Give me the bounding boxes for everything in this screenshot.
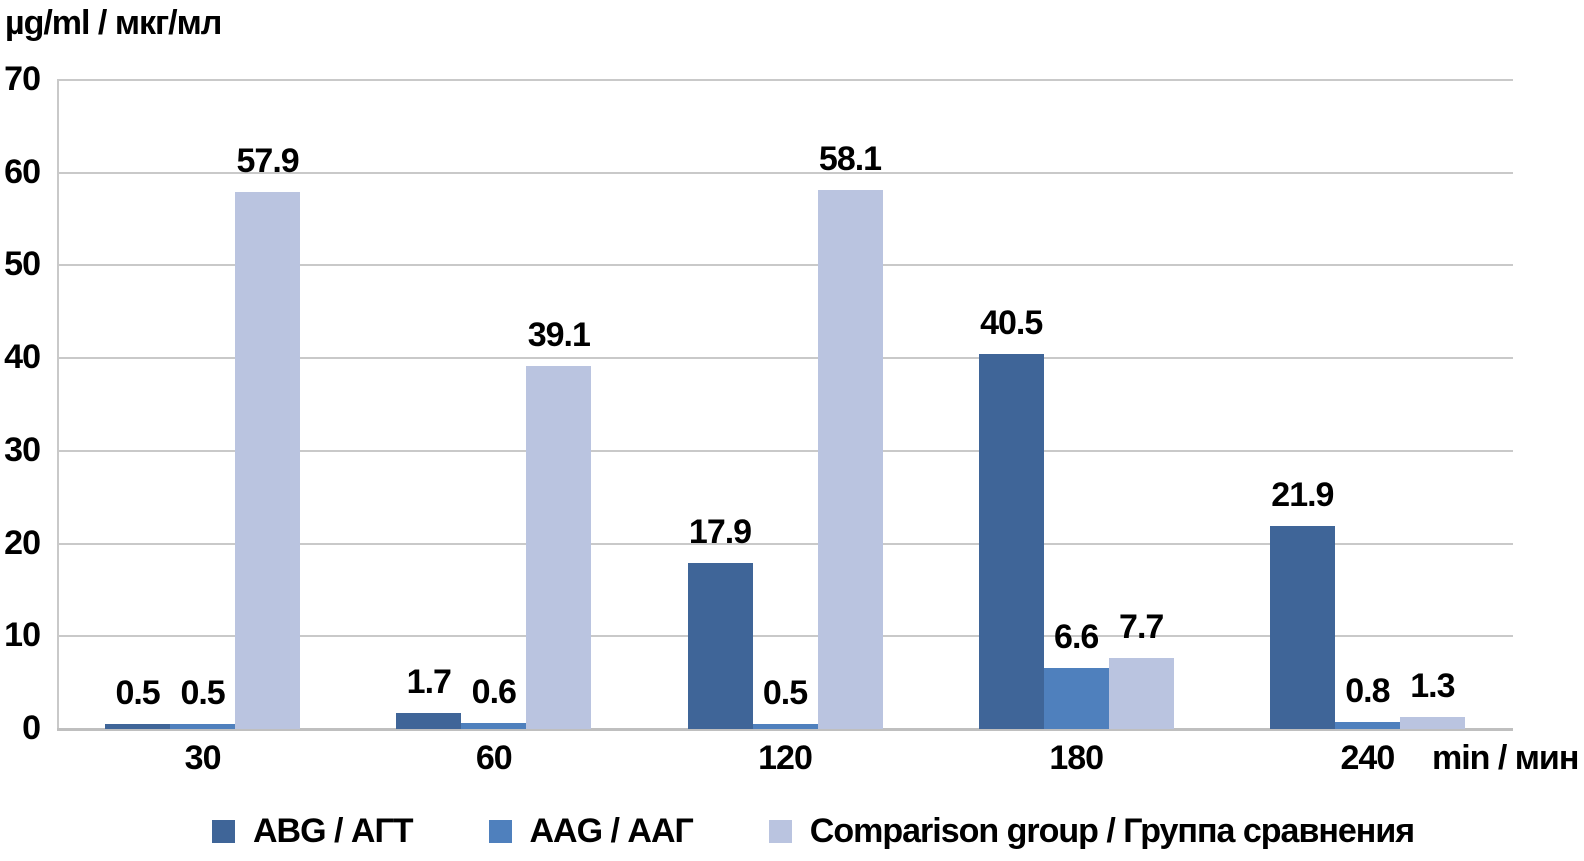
gridline bbox=[57, 635, 1513, 638]
y-tick-label: 30 bbox=[4, 430, 41, 469]
x-axis-unit-label: min / мин bbox=[1432, 739, 1579, 777]
legend-swatch bbox=[212, 820, 235, 844]
bar bbox=[978, 353, 1044, 729]
bar bbox=[1399, 716, 1465, 729]
x-tick-label: 30 bbox=[184, 739, 222, 777]
bar-value-label: 7.7 bbox=[1119, 607, 1164, 646]
y-axis-title-label: µg/ml / мкг/мл bbox=[5, 4, 222, 42]
bar-value-label: 1.3 bbox=[1410, 666, 1455, 705]
gridline bbox=[57, 79, 1513, 81]
y-tick-label: 0 bbox=[22, 709, 41, 747]
x-tick-label: 240 bbox=[1340, 739, 1396, 777]
bar-value-label: 1.7 bbox=[406, 663, 452, 702]
gridline bbox=[57, 542, 1513, 545]
bar bbox=[1043, 667, 1109, 729]
bar-value-label: 0.8 bbox=[1345, 671, 1390, 710]
y-axis-line bbox=[57, 80, 59, 729]
bar bbox=[526, 366, 592, 729]
y-tick-label: 60 bbox=[4, 152, 41, 191]
bar bbox=[396, 713, 462, 729]
y-tick-label: 20 bbox=[4, 523, 41, 562]
bar bbox=[817, 190, 883, 729]
y-tick-label: 50 bbox=[4, 245, 41, 284]
bar bbox=[105, 724, 171, 729]
bar-value-label: 0.6 bbox=[471, 673, 517, 712]
gridline bbox=[57, 171, 1513, 174]
bar-value-label: 40.5 bbox=[980, 303, 1043, 342]
bar-value-label: 39.1 bbox=[527, 316, 591, 355]
legend-item: AAG / ААГ bbox=[488, 812, 694, 850]
bar bbox=[170, 724, 236, 729]
bar-value-label: 17.9 bbox=[688, 513, 752, 552]
bar bbox=[687, 563, 753, 729]
gridline bbox=[57, 357, 1513, 360]
gridline bbox=[57, 264, 1513, 267]
x-tick-label: 180 bbox=[1049, 739, 1104, 777]
gridline bbox=[57, 449, 1513, 452]
bar-value-label: 21.9 bbox=[1271, 475, 1334, 514]
chart-legend: ABG / АГТ AAG / ААГ Comparison group / Гру… bbox=[212, 812, 1415, 850]
legend-label: AAG / ААГ bbox=[529, 812, 694, 850]
legend-swatch bbox=[488, 820, 512, 844]
legend-item: Comparison group / Группа сравнения bbox=[768, 812, 1415, 850]
legend-item: ABG / АГТ bbox=[212, 812, 413, 850]
y-tick-label: 40 bbox=[4, 338, 41, 377]
legend-label: ABG / АГТ bbox=[253, 812, 413, 850]
bar bbox=[1269, 525, 1335, 729]
bar bbox=[235, 192, 301, 729]
bar-value-label: 0.5 bbox=[180, 674, 225, 713]
x-tick-label: 60 bbox=[475, 739, 513, 777]
y-tick-label: 10 bbox=[4, 616, 41, 655]
bar-value-label: 57.9 bbox=[236, 142, 300, 181]
y-tick-label: 70 bbox=[4, 60, 41, 98]
x-tick-label: 120 bbox=[758, 739, 813, 777]
legend-swatch bbox=[768, 820, 792, 844]
legend-label: Comparison group / Группа сравнения bbox=[809, 812, 1415, 850]
bar bbox=[1108, 657, 1174, 729]
bar-value-label: 0.5 bbox=[762, 674, 808, 713]
bar-value-label: 58.1 bbox=[818, 140, 882, 179]
bar bbox=[461, 723, 527, 729]
x-axis-line bbox=[57, 728, 1513, 731]
bar bbox=[1334, 721, 1400, 729]
bar bbox=[752, 724, 818, 729]
bar-value-label: 6.6 bbox=[1054, 617, 1099, 656]
bar-value-label: 0.5 bbox=[115, 674, 160, 713]
